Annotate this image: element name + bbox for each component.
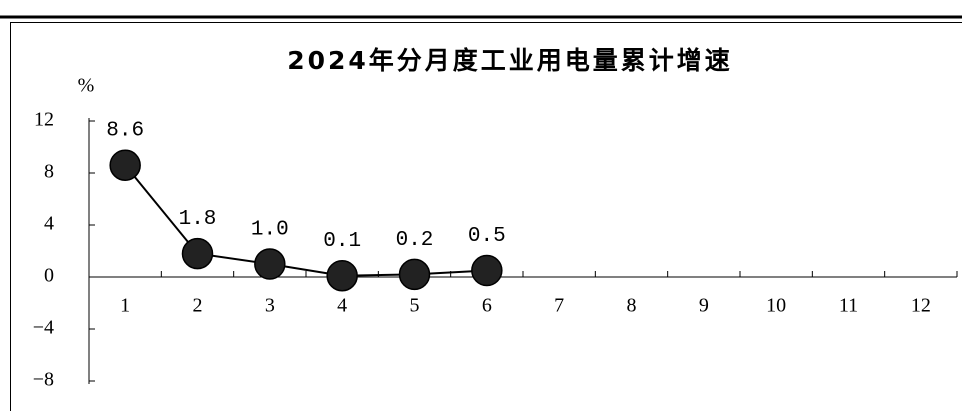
data-point bbox=[181, 237, 214, 270]
x-tick-label: 8 bbox=[627, 295, 637, 317]
x-tick-label: 9 bbox=[699, 295, 709, 317]
x-tick-label: 7 bbox=[554, 295, 564, 317]
chart-title: 2024年分月度工业用电量累计增速 bbox=[287, 46, 733, 75]
data-point bbox=[326, 259, 358, 292]
value-label: 1.8 bbox=[179, 208, 217, 231]
y-tick-label: 0 bbox=[44, 265, 54, 287]
value-label: 0.1 bbox=[323, 230, 361, 253]
x-tick-label: 1 bbox=[120, 295, 130, 317]
value-label: 8.6 bbox=[106, 120, 144, 143]
data-point bbox=[471, 254, 503, 287]
x-tick-label: 3 bbox=[265, 295, 275, 317]
chart-frame bbox=[10, 22, 962, 411]
value-label: 1.0 bbox=[251, 219, 289, 242]
y-tick-label: 12 bbox=[34, 109, 54, 131]
y-tick-label: −4 bbox=[33, 317, 54, 339]
y-tick-label: 4 bbox=[44, 213, 54, 235]
x-tick-label: 12 bbox=[911, 295, 931, 317]
value-label: 0.2 bbox=[396, 229, 434, 252]
y-tick-label: 8 bbox=[44, 161, 54, 183]
data-point bbox=[398, 258, 431, 291]
x-tick-label: 11 bbox=[839, 295, 858, 317]
x-tick-label: 10 bbox=[766, 295, 786, 317]
data-point bbox=[254, 248, 286, 280]
y-tick-label: −8 bbox=[33, 369, 54, 391]
y-axis-label: % bbox=[78, 75, 95, 97]
x-tick-label: 5 bbox=[410, 295, 420, 317]
x-tick-label: 4 bbox=[337, 295, 347, 317]
data-point bbox=[109, 149, 141, 181]
x-tick-label: 6 bbox=[482, 295, 492, 317]
value-label: 0.5 bbox=[468, 225, 506, 248]
x-tick-label: 2 bbox=[193, 295, 203, 317]
